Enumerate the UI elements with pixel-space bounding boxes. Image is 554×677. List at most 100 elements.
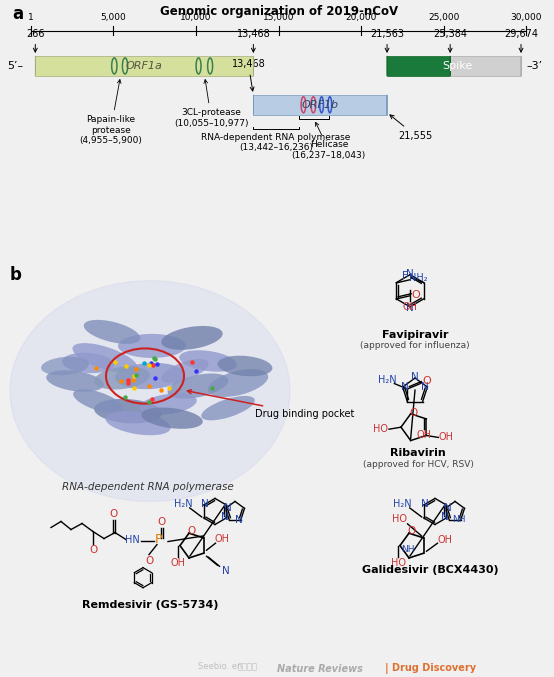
Ellipse shape [141,408,203,429]
Text: Favipiravir: Favipiravir [382,330,448,340]
Ellipse shape [115,363,185,389]
Text: Drug binding pocket: Drug binding pocket [187,390,355,419]
Text: H₂N: H₂N [175,499,193,509]
Ellipse shape [201,396,255,420]
Text: ORF1a: ORF1a [126,61,163,71]
Text: Galidesivir (BCX4430): Galidesivir (BCX4430) [362,565,498,575]
Text: NH₂: NH₂ [409,273,428,283]
Text: O: O [422,376,430,386]
Text: 5,000: 5,000 [101,14,126,22]
Ellipse shape [73,343,137,373]
Text: N: N [201,499,209,509]
Text: (approved for influenza): (approved for influenza) [360,341,470,351]
Text: 20,000: 20,000 [346,14,377,22]
Text: OH: OH [403,302,418,312]
Text: 5’–: 5’– [8,61,24,71]
Ellipse shape [161,359,209,383]
Text: Seebio. en: Seebio. en [198,663,242,672]
Text: N: N [401,382,408,392]
Text: Genomic organization of 2019-nCoV: Genomic organization of 2019-nCoV [160,5,398,18]
Text: 13,468: 13,468 [232,60,265,91]
Text: OH: OH [439,433,454,443]
Text: HO: HO [392,514,407,524]
Text: RNA-dependent RNA polymerase: RNA-dependent RNA polymerase [62,483,234,492]
Text: 3CL-protease
(10,055–10,977): 3CL-protease (10,055–10,977) [174,80,248,128]
Text: Ribavirin: Ribavirin [390,448,446,458]
Text: 1: 1 [28,14,34,22]
Text: Papain-like
protease
(4,955–5,900): Papain-like protease (4,955–5,900) [79,80,142,145]
Text: P: P [155,533,163,546]
Text: N: N [406,269,414,279]
Text: 25,384: 25,384 [433,29,467,52]
Text: N: N [444,504,452,513]
Ellipse shape [218,355,273,376]
Bar [253,95,387,115]
Text: OH: OH [214,534,229,544]
Text: 10,000: 10,000 [180,14,212,22]
Ellipse shape [179,350,237,372]
Text: (approved for HCV, RSV): (approved for HCV, RSV) [362,460,474,468]
Ellipse shape [73,389,123,413]
Ellipse shape [84,320,140,344]
Ellipse shape [105,411,171,435]
Text: Spike: Spike [442,61,473,71]
Text: F: F [402,271,408,281]
Text: N: N [411,372,419,382]
Ellipse shape [168,374,228,399]
Text: OH: OH [437,536,452,545]
Text: 西宝生物: 西宝生物 [238,663,258,672]
Text: OH: OH [417,430,432,440]
Text: –3’: –3’ [527,61,543,71]
Ellipse shape [118,334,186,358]
Text: H₂N: H₂N [378,374,397,385]
Ellipse shape [161,326,223,350]
Text: N: N [406,303,414,313]
Text: 25,000: 25,000 [428,14,459,22]
Text: RNA-dependent RNA polymerase
(13,442–16,236): RNA-dependent RNA polymerase (13,442–16,… [201,133,351,152]
Text: N: N [421,499,429,509]
Text: b: b [10,265,22,284]
Ellipse shape [94,366,150,389]
Ellipse shape [46,370,104,392]
Text: N: N [222,566,229,576]
Text: Helicase
(16,237–18,043): Helicase (16,237–18,043) [292,123,366,160]
Text: 266: 266 [26,29,44,52]
Ellipse shape [62,353,114,373]
Text: HO: HO [373,424,388,434]
Text: Remdesivir (GS-5734): Remdesivir (GS-5734) [82,600,218,610]
Text: NH: NH [452,515,465,524]
Text: 30,000: 30,000 [511,14,542,22]
Text: N: N [222,512,229,522]
Text: HN: HN [125,535,140,544]
Text: OH: OH [171,558,186,567]
Text: 13,468: 13,468 [237,29,270,52]
Text: O: O [145,556,153,565]
Bar [35,56,253,76]
Ellipse shape [139,393,197,415]
Text: O: O [110,510,118,519]
Text: O: O [89,544,97,554]
Text: O: O [158,517,166,527]
Text: N: N [224,504,232,513]
Text: O: O [188,526,196,536]
Text: N: N [422,382,429,392]
Ellipse shape [41,357,89,375]
Text: Nature Reviews: Nature Reviews [277,664,363,674]
Text: N: N [442,512,449,522]
Bar [450,56,521,76]
Text: HO: HO [391,558,406,567]
Text: O: O [409,408,418,418]
Text: O: O [412,290,420,300]
Text: ORF1b: ORF1b [301,100,338,110]
Text: | Drug Discovery: | Drug Discovery [385,663,476,674]
Ellipse shape [94,399,162,423]
Bar [387,56,450,76]
Text: 15,000: 15,000 [263,14,294,22]
Text: N: N [235,515,243,525]
Text: 29,674: 29,674 [504,29,538,52]
Text: NH: NH [401,546,415,554]
Ellipse shape [208,369,268,397]
Text: O: O [408,526,416,536]
Text: a: a [13,5,24,23]
Text: 21,563: 21,563 [370,29,404,52]
